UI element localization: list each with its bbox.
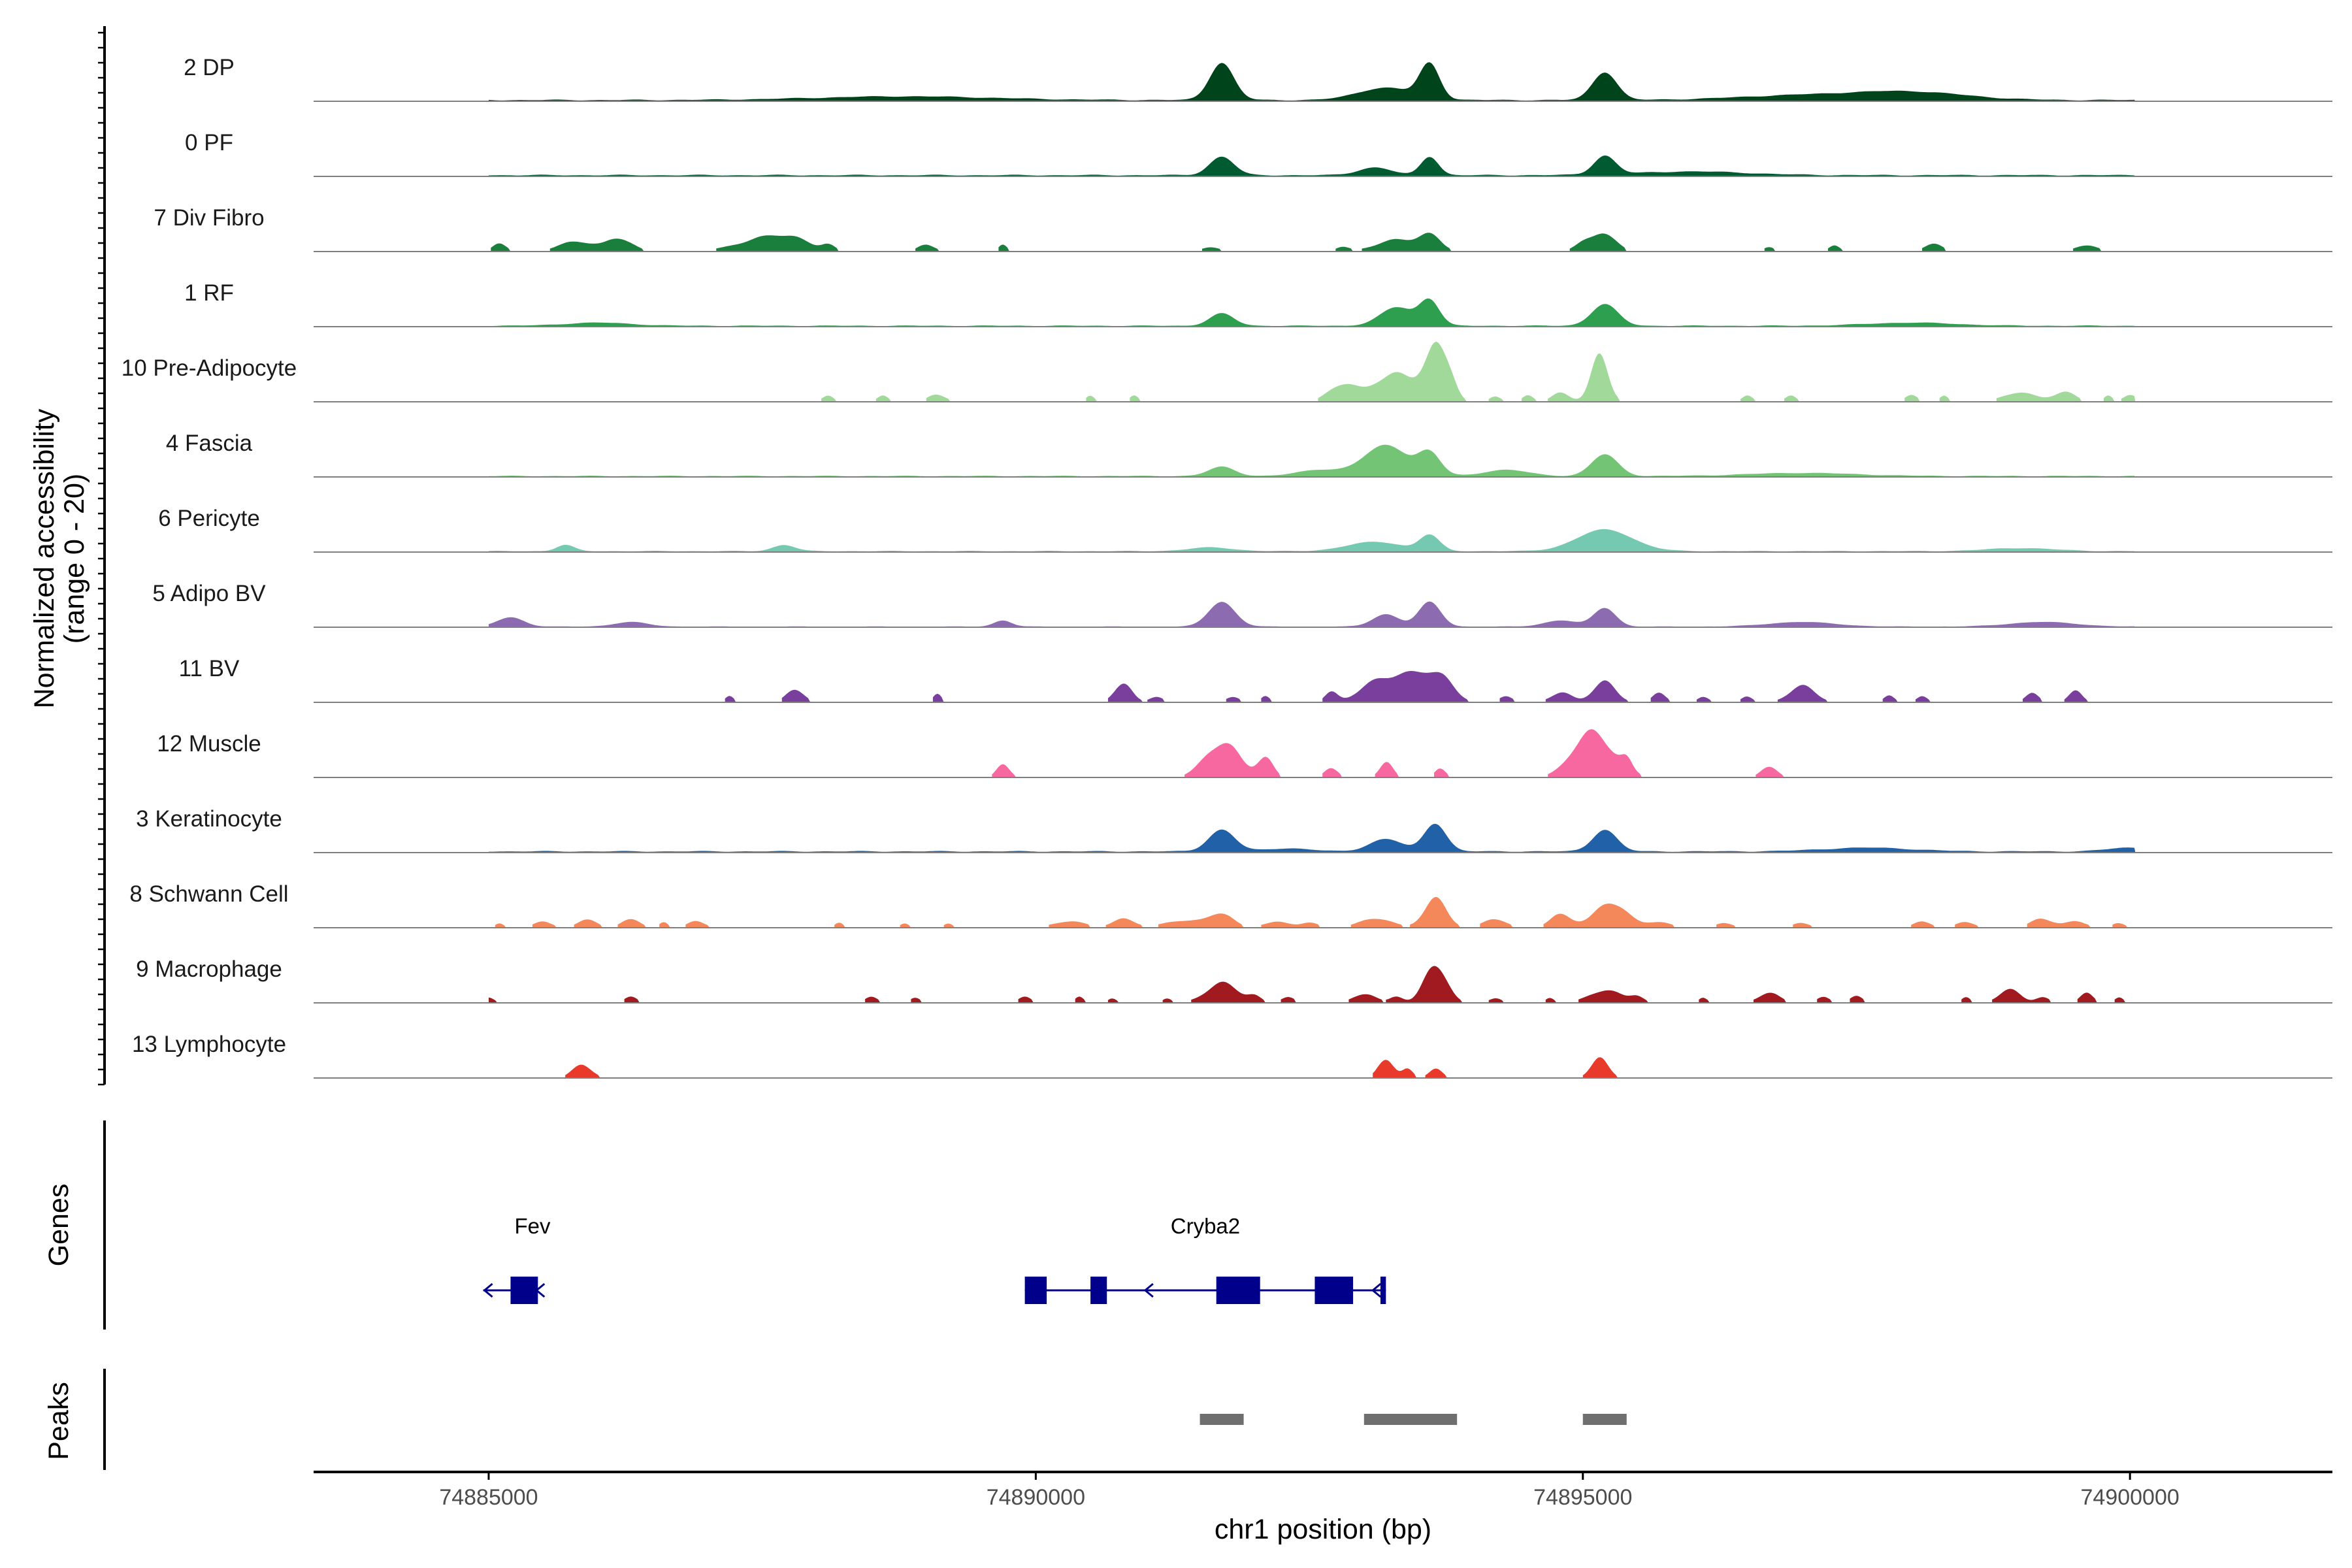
track-label: 4 Fascia xyxy=(166,431,253,456)
track-label: 3 Keratinocyte xyxy=(136,806,282,832)
track-2-dp: 2 DP xyxy=(184,55,2332,102)
y-axis xyxy=(98,26,106,1086)
track-label: 8 Schwann Cell xyxy=(129,881,288,907)
peak-region xyxy=(1364,1414,1458,1425)
track-4-fascia: 4 Fascia xyxy=(166,431,2332,478)
track-signal xyxy=(491,233,2102,252)
track-0-pf: 0 PF xyxy=(185,130,2332,177)
track-signal xyxy=(725,671,2089,702)
track-signal xyxy=(489,155,2136,176)
track-label: 2 DP xyxy=(184,55,235,80)
track-label: 7 Div Fibro xyxy=(154,205,264,231)
strand-arrow xyxy=(483,1282,493,1298)
track-11-bv: 11 BV xyxy=(179,656,2332,703)
track-label: 12 Muscle xyxy=(157,731,261,757)
y-axis-title: Normalized accessibility (range 0 - 20) xyxy=(29,408,90,708)
gene-exon xyxy=(1090,1277,1107,1304)
track-5-adipo-bv: 5 Adipo BV xyxy=(152,581,2332,628)
x-axis-title: chr1 position (bp) xyxy=(1215,1514,1431,1545)
track-8-schwann-cell: 8 Schwann Cell xyxy=(129,881,2332,928)
x-tick-label: 74890000 xyxy=(987,1485,1085,1510)
track-signal xyxy=(821,341,2136,402)
x-axis: 74885000 74890000 74895000 74900000 xyxy=(314,1471,2332,1510)
gene-exon xyxy=(510,1277,538,1304)
track-signal xyxy=(489,824,2136,853)
gene-exon xyxy=(1024,1277,1047,1304)
track-label: 13 Lymphocyte xyxy=(132,1032,286,1057)
gene-exon xyxy=(1380,1277,1386,1304)
track-9-macrophage: 9 Macrophage xyxy=(136,956,2332,1004)
track-signal xyxy=(489,62,2136,101)
gene-exon xyxy=(1315,1277,1354,1304)
gene-cryba2: Cryba2 xyxy=(1024,1214,1386,1304)
track-12-muscle: 12 Muscle xyxy=(157,729,2332,778)
track-label: 10 Pre-Adipocyte xyxy=(122,355,297,381)
gene-track: Fev Cryba2 xyxy=(483,1214,1386,1304)
track-10-pre-adipocyte: 10 Pre-Adipocyte xyxy=(122,341,2332,402)
gene-exon xyxy=(1216,1277,1260,1304)
peaks-panel-label: Peaks xyxy=(43,1382,74,1460)
x-tick-label: 74895000 xyxy=(1533,1485,1632,1510)
track-1-rf: 1 RF xyxy=(184,280,2332,327)
track-label: 11 BV xyxy=(179,656,240,681)
track-7-div-fibro: 7 Div Fibro xyxy=(154,205,2332,252)
track-label: 5 Adipo BV xyxy=(152,581,266,606)
track-signal xyxy=(992,729,1784,777)
strand-arrow xyxy=(534,1282,546,1298)
y-axis-title-line2: (range 0 - 20) xyxy=(59,474,90,644)
gene-label: Cryba2 xyxy=(1171,1214,1240,1238)
track-signal xyxy=(565,1057,1618,1078)
peaks-track xyxy=(1200,1414,1627,1425)
track-label: 9 Macrophage xyxy=(136,956,282,982)
strand-arrow xyxy=(1143,1282,1154,1298)
strand-arrow xyxy=(1371,1282,1382,1298)
track-signal xyxy=(495,896,2128,928)
genes-panel-label: Genes xyxy=(43,1184,74,1267)
track-13-lymphocyte: 13 Lymphocyte xyxy=(132,1032,2332,1079)
x-tick-label: 74885000 xyxy=(439,1485,538,1510)
track-label: 1 RF xyxy=(184,280,234,306)
track-3-keratinocyte: 3 Keratinocyte xyxy=(136,806,2332,853)
x-tick-label: 74900000 xyxy=(2081,1485,2180,1510)
y-axis-title-line1: Normalized accessibility xyxy=(29,408,60,708)
gene-fev: Fev xyxy=(483,1214,551,1304)
track-6-pericyte: 6 Pericyte xyxy=(158,506,2332,553)
track-signal xyxy=(489,601,2136,627)
track-signal xyxy=(489,298,2136,327)
track-label: 6 Pericyte xyxy=(158,506,260,531)
track-signal xyxy=(489,966,2126,1003)
peak-region xyxy=(1582,1414,1627,1425)
gene-label: Fev xyxy=(514,1214,551,1238)
track-label: 0 PF xyxy=(185,130,233,155)
tracks: 2 DP 0 PF 7 Div Fibro 1 RF 10 Pre-Adipocyte 4… xyxy=(122,55,2332,1079)
peak-region xyxy=(1200,1414,1244,1425)
track-signal xyxy=(489,444,2136,477)
track-signal xyxy=(489,529,2136,552)
